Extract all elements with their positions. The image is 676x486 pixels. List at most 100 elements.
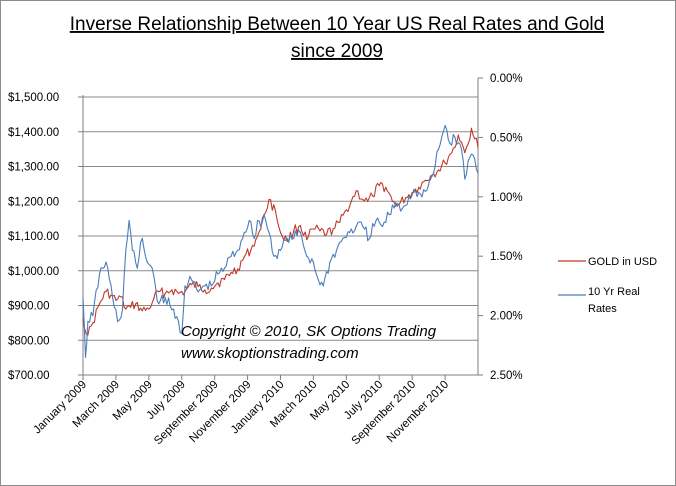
right-tick-label: 2.50% [490,370,523,382]
data-point [135,303,137,305]
right-tick-label: 1.50% [490,251,523,263]
legend-real-rates-label: 10 Yr Real Rates [588,286,640,315]
data-point [460,141,463,143]
data-point [437,169,440,171]
data-point [449,153,451,155]
legend: GOLD in USD 10 Yr Real Rates [558,256,657,315]
data-point [117,320,119,323]
data-point [158,291,160,293]
data-point [210,285,212,287]
data-point [105,261,107,263]
chart-title-line-2: since 2009 [291,41,383,62]
data-point [395,202,397,204]
data-point [204,289,206,291]
right-tick-label: 0.50% [490,132,523,144]
data-point [437,148,440,150]
data-point [418,186,420,188]
data-point [286,237,288,239]
data-point [293,237,295,239]
legend-gold-label: GOLD in USD [588,256,657,268]
series-layer [82,124,479,358]
data-point [474,138,476,140]
data-point [408,196,410,198]
data-point [131,249,133,251]
data-point [82,318,84,320]
data-point [477,172,479,174]
data-point [449,142,451,144]
data-point [84,356,87,358]
right-tick-label: 2.00% [490,311,523,323]
data-point [279,231,282,234]
data-point [120,296,122,298]
data-point [253,237,255,239]
series-line [82,127,479,336]
data-point [326,233,328,235]
data-point [286,240,288,242]
series-real-rates [82,124,479,358]
data-point [391,200,393,202]
data-point [243,256,245,258]
data-point [381,225,384,228]
data-point [105,291,107,293]
data-point [268,231,270,233]
data-point [385,186,387,188]
data-point [464,152,466,154]
data-point [414,190,417,192]
data-point [405,197,407,199]
data-point [263,214,265,216]
left-tick-label: $1,500.00 [8,92,59,104]
data-point [141,237,143,239]
data-point [470,127,472,129]
data-point [268,198,270,201]
right-tick-label: 0.00% [490,73,523,85]
data-point [401,208,403,210]
data-point [210,287,212,289]
data-point [388,214,390,216]
data-point [164,297,166,299]
data-point [319,230,321,232]
data-point [112,297,114,299]
data-point [177,320,180,323]
data-point [136,267,138,269]
data-point [92,322,94,324]
data-point [191,279,193,281]
data-point [355,190,357,192]
data-point [110,294,112,296]
data-point [217,282,219,284]
data-point [260,228,262,230]
data-point [299,225,301,227]
data-point [121,309,124,311]
data-point [332,228,334,230]
data-point [197,285,199,287]
data-point [164,292,166,294]
copyright-annotation: Copyright © 2010, SK Options Trading [181,323,437,340]
left-tick-label: $1,200.00 [8,196,59,208]
data-point [433,172,435,174]
data-point [146,261,148,263]
data-point [260,225,262,228]
data-point [256,220,259,222]
data-point [237,268,239,270]
data-point [345,209,347,211]
left-tick-label: $700.00 [8,370,50,382]
data-point [355,225,357,228]
data-point [98,303,101,305]
data-point [342,237,344,239]
data-point [299,231,301,233]
data-point [125,249,127,251]
data-point [82,297,84,299]
data-point [317,279,319,281]
data-point [153,298,155,300]
data-point [350,200,352,202]
data-point [230,271,232,274]
left-tick-label: $900.00 [8,301,50,313]
data-point [128,220,130,222]
data-point [279,249,282,251]
data-point [460,148,463,150]
data-point [293,230,295,232]
data-point [248,220,250,222]
data-point [250,249,252,251]
gridlines [83,96,478,341]
